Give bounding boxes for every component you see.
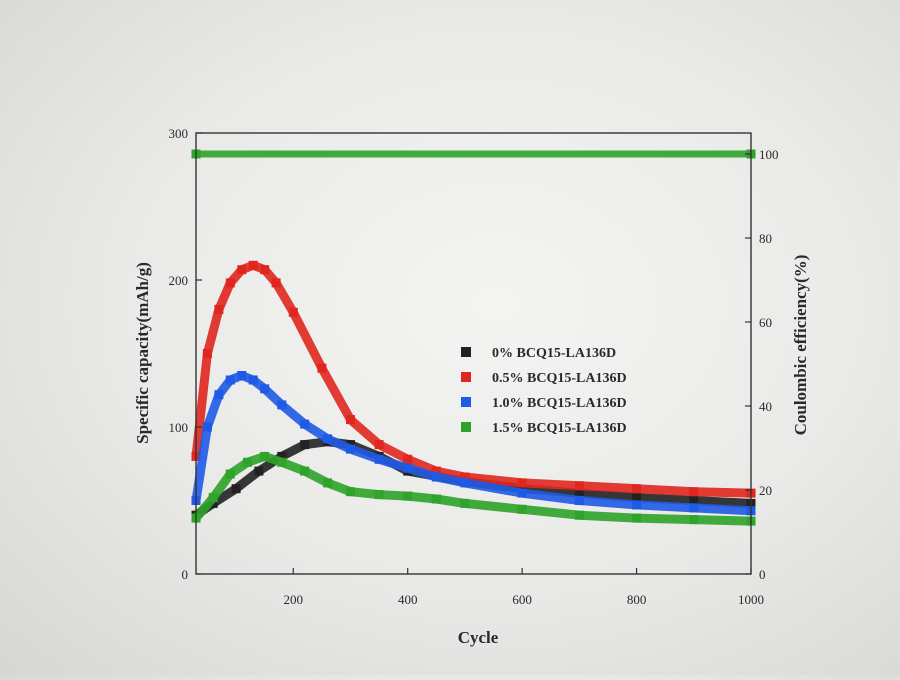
data-point [403,454,413,464]
data-point [237,371,247,380]
x-tick-label: 1000 [738,592,764,607]
data-point [214,304,224,314]
right-y-axis-title: Coulombic efficiency(%) [791,255,810,436]
y-tick-label: 200 [169,273,189,288]
data-point [323,478,333,488]
data-point [214,390,224,400]
data-point [431,494,441,504]
data-point [460,478,470,488]
series-4 [191,149,756,159]
legend-label: 0% BCQ15-LA136D [492,346,616,361]
data-point [403,491,413,501]
data-point [243,457,252,467]
data-point [300,440,310,450]
data-point [346,444,355,454]
legend-label: 1.5% BCQ15-LA136D [492,421,627,436]
data-point [689,487,699,497]
right-y-tick-label: 60 [759,315,772,330]
data-point [346,487,355,497]
data-point [574,481,584,491]
legend-marker [461,372,471,382]
data-point [574,510,584,520]
legend-marker [461,347,471,357]
data-point [574,496,584,505]
data-point [431,466,441,476]
data-point [346,415,355,425]
data-point [202,422,212,432]
legend-marker [461,422,471,432]
data-point [288,307,298,317]
data-point [323,434,333,444]
data-point [260,451,270,461]
legend-marker [461,397,471,407]
data-point [517,488,527,498]
data-point [574,488,584,498]
data-point [260,265,270,275]
y-axis-title: Specific capacity(mAh/g) [133,262,152,444]
data-point [225,375,235,385]
data-point [431,472,441,482]
data-point [225,469,235,479]
data-point [374,490,384,500]
data-point [632,493,642,503]
right-y-tick-label: 40 [759,399,772,414]
plot-frame [195,132,752,575]
data-point [460,498,470,508]
data-point [300,419,310,429]
data-point [632,500,642,510]
data-point [231,484,241,494]
y-tick-label: 300 [169,126,189,141]
data-point [317,363,327,373]
chart-ticks: 200 400 600 800 1000 0 100 200 300 0 20 40 60 80 100 [169,126,779,607]
data-point [277,400,287,410]
legend: 0% BCQ15-LA136D 0.5% BCQ15-LA136D 1.0% BCQ… [461,346,627,436]
data-point [632,513,642,523]
data-point [237,265,247,275]
right-y-tick-label: 20 [759,483,772,498]
data-point [374,440,384,450]
data-point [208,493,218,503]
data-point [517,504,527,514]
data-point [403,463,413,473]
right-y-tick-label: 80 [759,231,772,246]
legend-label: 1.0% BCQ15-LA136D [492,396,627,411]
data-point [271,278,281,288]
x-tick-label: 400 [398,592,418,607]
data-point [225,278,235,288]
data-point [689,496,699,505]
y-tick-label: 100 [169,420,189,435]
data-point [248,260,258,270]
data-point [632,484,642,494]
x-tick-label: 200 [284,592,304,607]
data-point [689,503,699,513]
data-point [260,384,270,394]
chart-marks [191,149,756,526]
data-point [277,457,287,467]
data-point [689,515,699,525]
data-point [202,349,212,358]
data-point [300,466,310,476]
data-point [517,478,527,488]
data-point [248,375,258,385]
data-point [460,472,470,482]
x-tick-label: 800 [627,592,647,607]
data-point [254,466,264,476]
right-y-tick-label: 0 [759,567,766,582]
legend-label: 0.5% BCQ15-LA136D [492,371,627,386]
y-tick-label: 0 [182,567,189,582]
x-axis-title: Cycle [458,628,499,647]
data-point [374,454,384,464]
data-point [277,451,287,461]
right-y-tick-label: 100 [759,147,779,162]
x-tick-label: 600 [512,592,532,607]
